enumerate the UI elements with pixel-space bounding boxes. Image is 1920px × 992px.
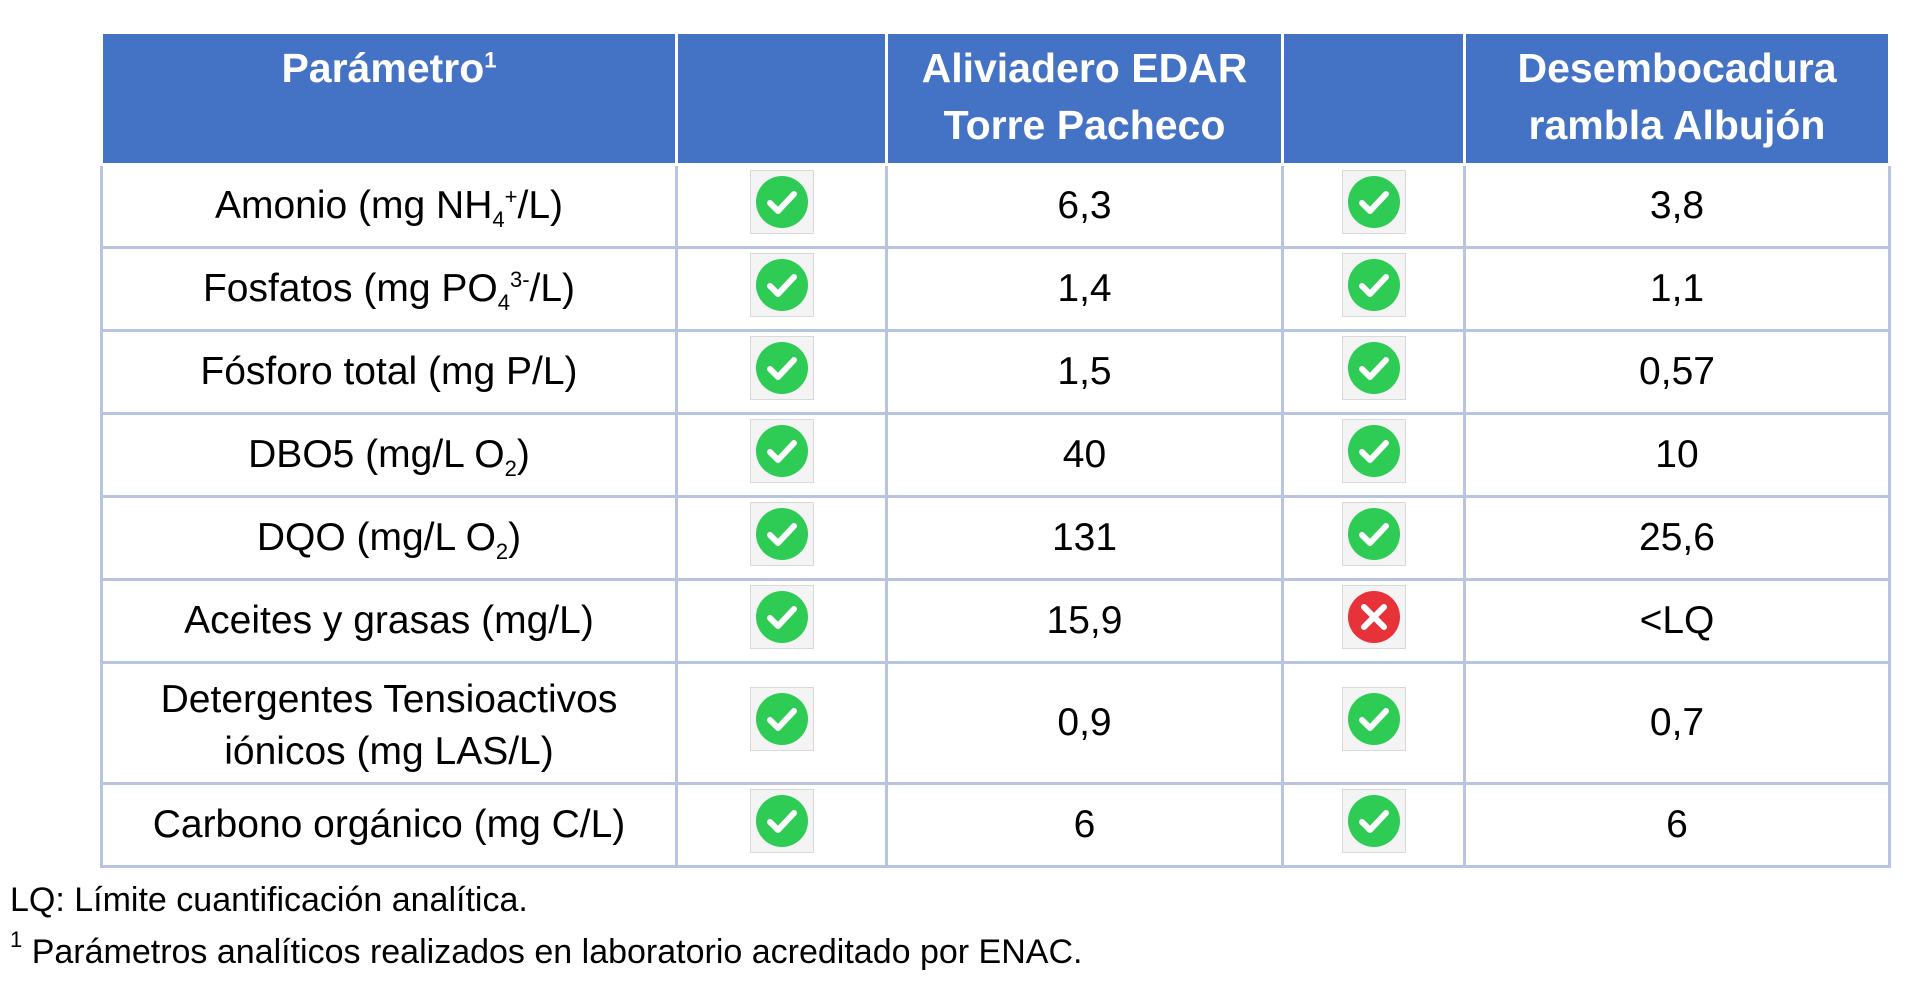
parameter-cell: Carbono orgánico (mg C/L) [100,782,678,868]
value-cell-site-2: 1,1 [1463,246,1891,332]
parameter-cell: DBO5 (mg/L O2) [100,412,678,498]
value-cell-site-1: 15,9 [885,578,1284,664]
table-row: Amonio (mg NH4+/L) 6,3 3,8 [100,163,1891,249]
table-row: DBO5 (mg/L O2) 40 10 [100,412,1891,498]
header-parameter: Parámetro1 [100,31,678,166]
check-circle-icon [749,789,814,853]
table-row: Fosfatos (mg PO43-/L) 1,4 1,1 [100,246,1891,332]
value-cell-site-2: 6 [1463,782,1891,868]
check-circle-icon [1341,789,1406,853]
x-circle-icon [1341,585,1406,649]
value-cell-site-2: 25,6 [1463,495,1891,581]
footnote-enac: 1 Parámetros analíticos realizados en la… [10,926,1083,971]
parameter-cell: Fósforo total (mg P/L) [100,329,678,415]
parameter-cell: Detergentes Tensioactivos iónicos (mg LAS… [100,661,678,785]
check-circle-icon [1341,336,1406,400]
value-cell-site-2: 0,7 [1463,661,1891,785]
value-cell-site-1: 1,4 [885,246,1284,332]
table-row: Detergentes Tensioactivos iónicos (mg LAS… [100,661,1891,785]
check-circle-icon [749,502,814,566]
header-status-1 [675,31,888,166]
check-circle-icon [749,170,814,234]
value-cell-site-2: <LQ [1463,578,1891,664]
table-row: Fósforo total (mg P/L) 1,5 0,57 [100,329,1891,415]
value-cell-site-2: 0,57 [1463,329,1891,415]
check-circle-icon [1341,502,1406,566]
value-cell-site-1: 6 [885,782,1284,868]
table-row: Aceites y grasas (mg/L) 15,9 <LQ [100,578,1891,664]
header-site-2: Desembocadura rambla Albujón [1463,31,1891,166]
check-circle-icon [1341,687,1406,751]
value-cell-site-2: 3,8 [1463,163,1891,249]
header-row: Parámetro1 Aliviadero EDAR Torre Pacheco … [100,31,1891,166]
value-cell-site-1: 1,5 [885,329,1284,415]
value-cell-site-1: 131 [885,495,1284,581]
header-status-2 [1281,31,1466,166]
value-cell-site-1: 6,3 [885,163,1284,249]
results-table: Parámetro1 Aliviadero EDAR Torre Pacheco … [100,31,1891,868]
check-circle-icon [749,687,814,751]
parameter-cell: Fosfatos (mg PO43-/L) [100,246,678,332]
check-circle-icon [1341,170,1406,234]
parameter-cell: DQO (mg/L O2) [100,495,678,581]
check-circle-icon [749,253,814,317]
check-circle-icon [749,585,814,649]
check-circle-icon [749,336,814,400]
check-circle-icon [749,419,814,483]
value-cell-site-1: 40 [885,412,1284,498]
footnote-lq: LQ: Límite cuantificación analítica. [10,881,528,919]
value-cell-site-2: 10 [1463,412,1891,498]
check-circle-icon [1341,419,1406,483]
value-cell-site-1: 0,9 [885,661,1284,785]
table-row: Carbono orgánico (mg C/L) 6 6 [100,782,1891,868]
header-site-1: Aliviadero EDAR Torre Pacheco [885,31,1284,166]
check-circle-icon [1341,253,1406,317]
table-row: DQO (mg/L O2) 131 25,6 [100,495,1891,581]
parameter-cell: Aceites y grasas (mg/L) [100,578,678,664]
parameter-cell: Amonio (mg NH4+/L) [100,163,678,249]
